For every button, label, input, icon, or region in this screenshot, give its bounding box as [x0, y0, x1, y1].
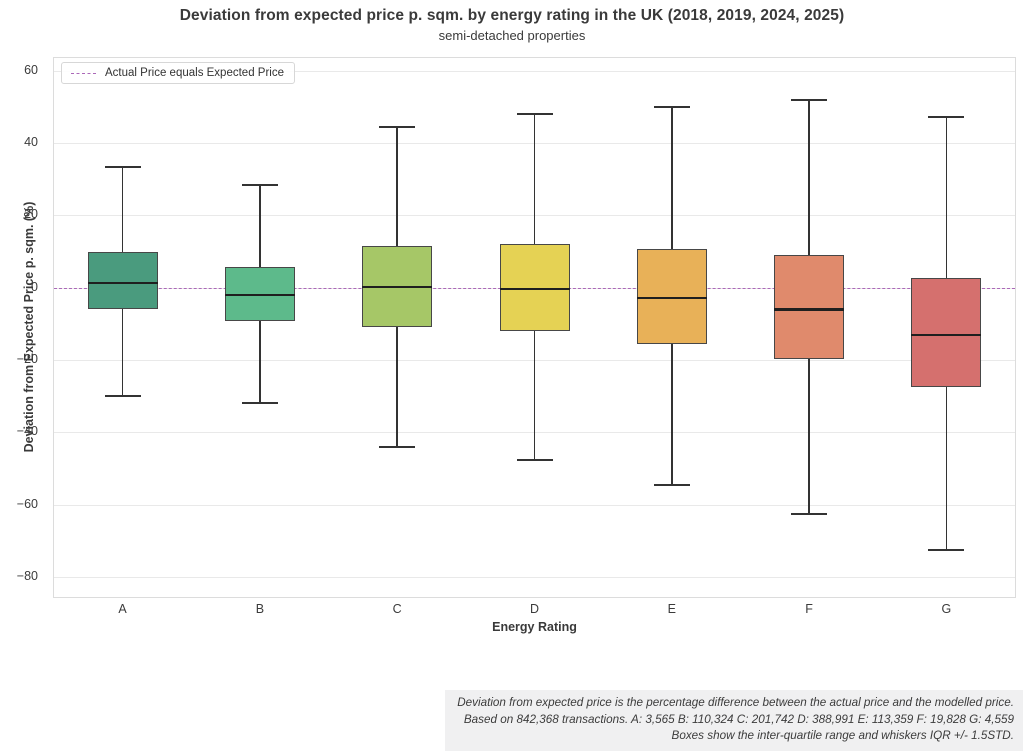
footnote-line-1: Deviation from expected price is the per… — [457, 696, 1014, 710]
whisker-cap-bottom-F — [791, 512, 828, 515]
median-D — [499, 287, 570, 290]
x-axis-ticks: A B C D E F G — [53, 602, 1016, 618]
footnote-line-2: Based on 842,368 transactions. A: 3,565 … — [463, 712, 1014, 726]
y-tick-label: 0 — [31, 279, 38, 294]
median-G — [911, 333, 982, 336]
whisker-cap-top-F — [791, 98, 828, 101]
whisker-cap-top-E — [653, 105, 690, 108]
y-tick-label: 20 — [24, 207, 38, 222]
box-A — [87, 252, 158, 310]
whisker-cap-bottom-C — [379, 445, 416, 448]
legend-label: Actual Price equals Expected Price — [105, 67, 284, 79]
y-tick-label: −40 — [16, 424, 38, 439]
y-tick-label: −20 — [16, 352, 38, 367]
gridline--60 — [54, 504, 1015, 506]
box-F — [774, 255, 845, 360]
y-tick-label: −80 — [16, 569, 38, 584]
median-A — [87, 282, 158, 285]
x-tick-label-E: E — [667, 602, 676, 616]
whisker-cap-top-D — [516, 113, 553, 116]
whisker-cap-top-C — [379, 125, 416, 128]
dashed-line-icon — [71, 72, 96, 74]
legend: Actual Price equals Expected Price — [61, 62, 295, 84]
box-D — [499, 244, 570, 332]
y-tick-label: −60 — [16, 496, 38, 511]
chart-subtitle: semi-detached properties — [438, 28, 586, 43]
x-tick-label-B: B — [255, 602, 265, 616]
x-tick-label-G: G — [941, 602, 952, 616]
x-tick-label-A: A — [118, 602, 127, 616]
box-E — [636, 249, 707, 344]
median-F — [774, 308, 845, 311]
whisker-cap-top-A — [104, 165, 141, 168]
x-tick-label-D: D — [529, 602, 540, 616]
whisker-cap-bottom-B — [241, 401, 278, 404]
x-tick-label-F: F — [805, 602, 813, 616]
footnote: Deviation from expected price is the per… — [445, 690, 1023, 751]
whisker-cap-top-G — [928, 115, 965, 118]
y-tick-label: 40 — [24, 135, 38, 149]
gridline--80 — [54, 577, 1015, 579]
whisker-cap-bottom-D — [516, 458, 553, 461]
plot-area: Actual Price equals Expected Price — [53, 57, 1016, 598]
y-tick-label: 60 — [24, 62, 38, 77]
x-tick-label-C: C — [392, 602, 402, 616]
y-axis-ticks: 60 40 20 0 −20 −40 −60 −80 — [0, 57, 46, 598]
x-axis-label: Energy Rating — [492, 620, 577, 634]
median-B — [224, 293, 295, 297]
whisker-cap-bottom-G — [928, 549, 965, 551]
whisker-cap-bottom-E — [653, 483, 690, 486]
median-E — [636, 296, 707, 299]
gridline-60 — [54, 70, 1015, 72]
chart-title: Deviation from expected price p. sqm. by… — [179, 7, 845, 24]
median-C — [362, 286, 433, 289]
footnote-line-3: Boxes show the inter-quartile range and … — [671, 729, 1014, 743]
whisker-cap-top-B — [241, 183, 278, 186]
whisker-cap-bottom-A — [104, 394, 141, 397]
box-G — [911, 277, 982, 388]
